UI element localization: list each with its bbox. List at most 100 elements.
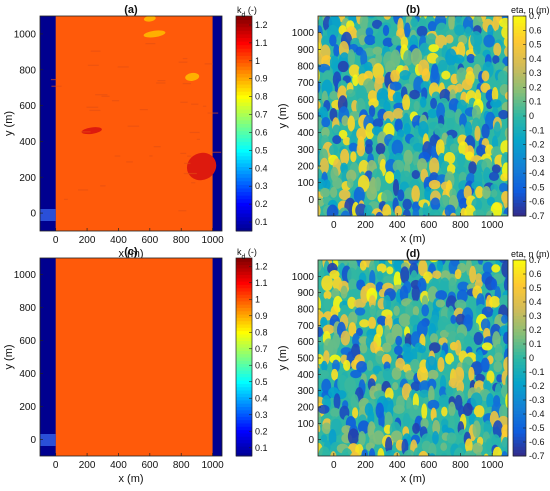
eta-blob — [501, 26, 508, 39]
eta-blob — [494, 352, 504, 362]
eta-blob — [394, 345, 403, 356]
colorbar-segment — [236, 130, 252, 135]
eta-blob — [348, 288, 361, 297]
colorbar-tick-label: 1.1 — [255, 278, 268, 288]
colorbar: 0.1 0.2 0.3 0.4 0.5 0.6 0.7 0.8 0.9 1 1.1 1.2kd (-) — [235, 247, 268, 457]
eta-blob — [446, 118, 455, 131]
eta-blob — [491, 164, 501, 174]
colorbar-segment — [513, 387, 526, 392]
colorbar-segment — [236, 184, 252, 189]
plot-area — [40, 258, 222, 456]
x-tick-label: 200 — [357, 220, 374, 231]
colorbar-segment — [513, 26, 526, 30]
eta-blob — [369, 213, 376, 216]
colorbar-segment — [236, 363, 252, 368]
eta-blob — [321, 378, 332, 394]
eta-blob — [343, 359, 351, 371]
colorbar-segment — [513, 315, 526, 320]
eta-blob — [394, 152, 404, 162]
eta-blob — [432, 270, 442, 280]
eta-blob — [340, 210, 351, 216]
eta-blob — [422, 202, 429, 216]
y-axis-label: y (m) — [3, 111, 15, 136]
kd-speckle — [178, 61, 188, 63]
y-tick-label: 700 — [297, 321, 314, 332]
colorbar-segment — [236, 119, 252, 124]
x-tick-label: 800 — [452, 460, 469, 471]
eta-blob — [347, 49, 355, 67]
colorbar-segment — [236, 188, 252, 193]
eta-blob — [346, 169, 357, 182]
kd-speckle — [87, 64, 99, 66]
eta-blob — [321, 360, 328, 372]
eta-blob — [454, 366, 465, 383]
colorbar-segment — [236, 195, 252, 200]
colorbar-segment — [236, 380, 252, 384]
eta-blob — [444, 352, 455, 365]
colorbar-segment — [236, 127, 252, 132]
colorbar-segment — [236, 383, 252, 388]
eta-blob — [402, 209, 411, 216]
eta-blob — [483, 167, 492, 184]
colorbar-segment — [513, 429, 526, 434]
x-axis-label: x (m) — [400, 473, 425, 485]
eta-blob — [320, 187, 331, 198]
eta-blob — [318, 279, 322, 289]
eta-blob — [430, 97, 438, 110]
colorbar-segment — [513, 393, 526, 398]
colorbar-segment — [236, 30, 252, 35]
colorbar-segment — [236, 432, 252, 437]
colorbar-segment — [513, 384, 526, 388]
colorbar-segment — [236, 413, 252, 417]
kd-speckle — [184, 162, 191, 164]
colorbar-segment — [236, 449, 252, 454]
eta-blob — [416, 25, 428, 37]
kd-speckle — [126, 161, 133, 163]
x-tick-label: 600 — [420, 460, 437, 471]
colorbar-segment — [513, 179, 526, 184]
kd-speckle — [156, 82, 166, 84]
colorbar-segment — [236, 406, 252, 411]
eta-blob — [441, 214, 446, 216]
eta-blob — [393, 271, 402, 289]
eta-blob — [494, 62, 506, 72]
x-tick-label: 600 — [141, 235, 158, 246]
eta-blob — [480, 357, 490, 373]
kd-speckle — [191, 103, 199, 105]
kd-speckle — [86, 106, 99, 108]
colorbar-segment — [236, 44, 252, 49]
y-tick-label: 0 — [30, 435, 36, 446]
panel-c: (c) 0 200 400 600 800 1000 0 200 400 600 800 1000 x (… — [3, 246, 268, 485]
eta-blob — [492, 16, 500, 32]
x-tick-label: 400 — [110, 235, 127, 246]
colorbar-tick-label: 1.1 — [255, 38, 268, 48]
eta-blob — [500, 173, 508, 182]
eta-blob — [364, 61, 373, 72]
eta-blob — [356, 127, 367, 141]
y-tick-label: 400 — [297, 370, 314, 381]
eta-blob — [330, 407, 341, 418]
eta-blob — [402, 412, 411, 428]
eta-blob — [419, 96, 427, 108]
colorbar-segment — [513, 279, 526, 284]
eta-blob — [454, 339, 462, 356]
eta-blob — [398, 313, 411, 327]
colorbar-tick-label: 0.8 — [255, 327, 268, 337]
colorbar-segment — [236, 347, 252, 351]
eta-blob — [341, 448, 353, 456]
colorbar-tick-label: -0.4 — [529, 168, 545, 178]
colorbar-segment — [513, 82, 526, 87]
colorbar-segment — [236, 366, 252, 371]
colorbar-segment — [236, 314, 252, 318]
eta-blob — [348, 278, 357, 291]
eta-blob — [375, 211, 384, 216]
y-tick-label: 0 — [308, 195, 314, 206]
eta-blob — [350, 393, 359, 410]
colorbar-segment — [513, 212, 526, 217]
eta-blob — [481, 70, 490, 82]
kd-speckle — [63, 198, 68, 201]
colorbar-segment — [513, 109, 526, 114]
eta-blob — [464, 121, 473, 137]
eta-blob — [504, 91, 508, 100]
